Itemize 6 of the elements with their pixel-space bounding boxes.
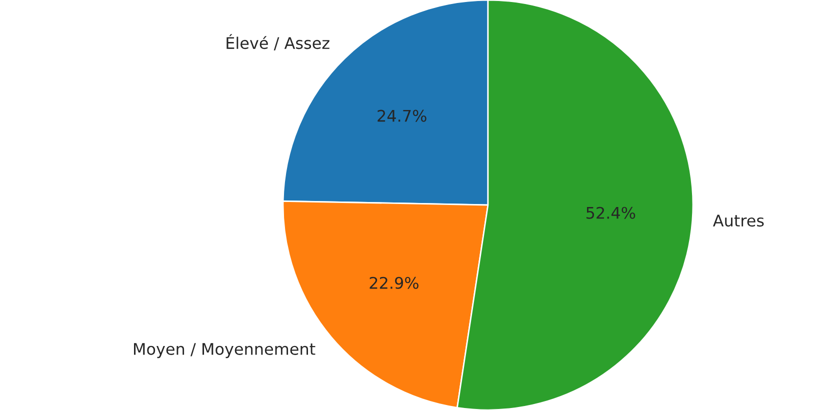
slice-label: Autres	[712, 214, 764, 227]
slice-label: Élevé / Assez	[226, 34, 330, 50]
data-label: 22.9%	[370, 276, 418, 289]
data-label: 52.4%	[586, 206, 636, 219]
slice-label: Moyen / Moyennement	[134, 343, 316, 358]
data-label: 24.7%	[378, 110, 426, 122]
